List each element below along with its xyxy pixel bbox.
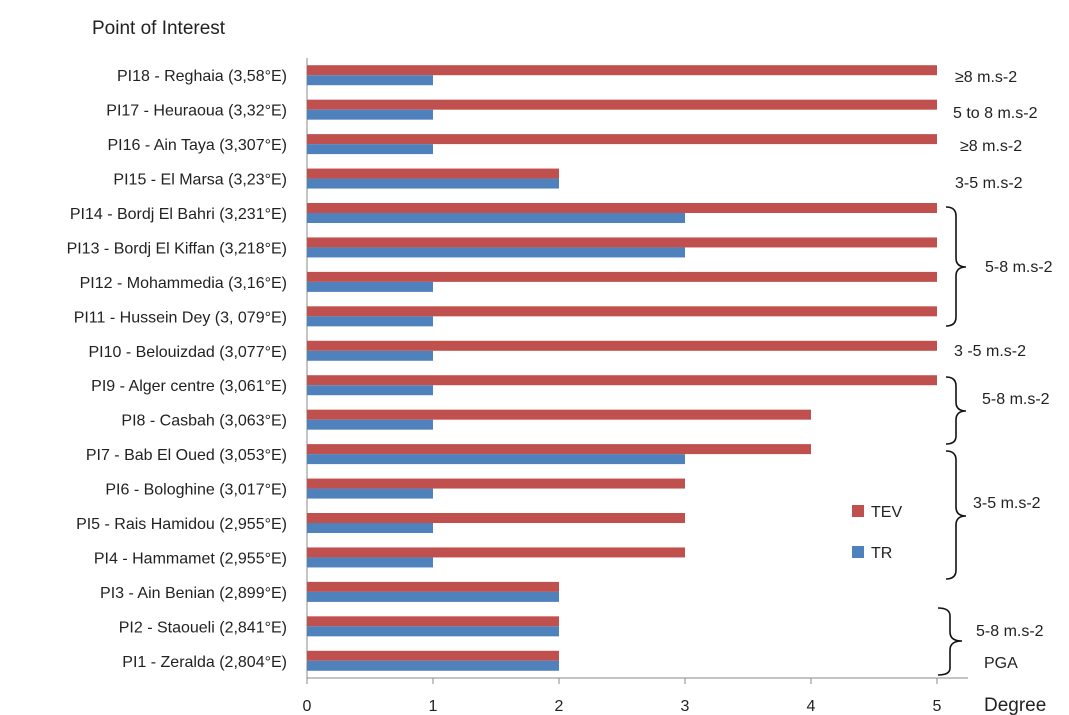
category-label: PI2 - Staoueli (2,841°E)	[119, 619, 287, 636]
category-label: PI15 - El Marsa (3,23°E)	[113, 172, 287, 189]
x-tick-label: 4	[807, 698, 816, 715]
bar-tev	[307, 340, 937, 351]
bar-tr	[307, 247, 685, 258]
legend-label-tev: TEV	[871, 504, 902, 521]
bar-tr	[307, 75, 433, 86]
bar-tr	[307, 523, 433, 533]
x-ticks: 0 1 2 3 4 5	[303, 678, 942, 715]
bar-tev	[307, 581, 559, 592]
bar-tev	[307, 409, 811, 420]
brace-pi8-9	[945, 376, 967, 445]
annotation-pi17: 5 to 8 m.s-2	[953, 105, 1038, 122]
annotation-pi1-3: 5-8 m.s-2	[976, 623, 1044, 640]
x-tick-label: 5	[933, 698, 942, 715]
bar-tev	[307, 168, 559, 179]
category-label: PI6 - Bologhine (3,017°E)	[105, 482, 287, 499]
bar-tev	[307, 650, 559, 661]
bar-tev	[307, 478, 685, 489]
bar-tev	[307, 203, 937, 213]
annotation-pi16: ≥8 m.s-2	[960, 138, 1022, 155]
bar-tr	[307, 660, 559, 671]
x-tick-label: 0	[303, 698, 312, 715]
category-label: PI11 - Hussein Dey (3, 079°E)	[74, 309, 287, 326]
bar-tr	[307, 385, 433, 396]
annotation-pi15: 3-5 m.s-2	[955, 175, 1023, 192]
category-label: PI17 - Heuraoua (3,32°E)	[106, 103, 287, 120]
bar-tev	[307, 306, 937, 317]
legend: TEV TR	[852, 504, 902, 562]
bar-tev	[307, 375, 937, 386]
x-tick-label: 3	[681, 698, 690, 715]
legend-swatch-tev	[852, 505, 864, 517]
bar-tev	[307, 547, 685, 558]
annotations: ≥8 m.s-2 5 to 8 m.s-2 ≥8 m.s-2 3-5 m.s-2…	[953, 69, 1053, 672]
bar-tr	[307, 454, 685, 465]
category-label: PI9 - Alger centre (3,061°E)	[91, 378, 287, 395]
bar-tev	[307, 99, 937, 110]
annotation-pi11-14: 5-8 m.s-2	[985, 259, 1053, 276]
bar-tev	[307, 134, 937, 145]
x-tick-label: 2	[555, 698, 564, 715]
annotation-pi4-7: 3-5 m.s-2	[973, 495, 1041, 512]
bar-tr	[307, 350, 433, 361]
bar-tr	[307, 213, 685, 223]
bar-tr	[307, 488, 433, 499]
bar-tev	[307, 444, 811, 455]
bar-tev	[307, 513, 685, 523]
brace-pi4-7	[945, 450, 967, 580]
bars	[307, 65, 937, 671]
category-label: PI8 - Casbah (3,063°E)	[121, 413, 287, 430]
category-label: PI16 - Ain Taya (3,307°E)	[107, 137, 287, 154]
category-label: PI4 - Hammamet (2,955°E)	[94, 550, 287, 567]
bar-tr	[307, 178, 559, 189]
category-label: PI7 - Bab El Oued (3,053°E)	[86, 447, 287, 464]
x-axis-title: Degree	[984, 695, 1046, 715]
x-tick-label: 1	[429, 698, 438, 715]
bar-tev	[307, 271, 937, 282]
category-label: PI13 - Bordj El Kiffan (3,218°E)	[67, 240, 287, 257]
annotation-pi10: 3 -5 m.s-2	[954, 343, 1026, 360]
category-label: PI5 - Rais Hamidou (2,955°E)	[76, 516, 287, 533]
legend-label-tr: TR	[871, 545, 892, 562]
category-label: PI14 - Bordj El Bahri (3,231°E)	[70, 206, 287, 223]
brace-pi11-14	[945, 206, 967, 327]
category-label: PI18 - Reghaia (3,58°E)	[117, 68, 287, 85]
annotation-pi18: ≥8 m.s-2	[955, 69, 1017, 86]
brace-pi1-3	[937, 607, 963, 676]
legend-swatch-tr	[852, 546, 864, 558]
bar-tr	[307, 316, 433, 327]
bar-tr	[307, 144, 433, 155]
category-label: PI3 - Ain Benian (2,899°E)	[100, 585, 287, 602]
category-labels: PI1 - Zeralda (2,804°E) PI2 - Staoueli (2…	[67, 68, 287, 671]
bar-tev	[307, 616, 559, 627]
category-label: PI1 - Zeralda (2,804°E)	[122, 654, 287, 671]
bar-tr	[307, 557, 433, 568]
bar-tr	[307, 281, 433, 292]
bar-tr	[307, 419, 433, 430]
bar-tev	[307, 237, 937, 248]
annotation-pi8-9: 5-8 m.s-2	[982, 391, 1050, 408]
bar-tr	[307, 109, 433, 120]
annotation-pga: PGA	[984, 655, 1018, 672]
category-label: PI10 - Belouizdad (3,077°E)	[88, 344, 287, 361]
bar-tr	[307, 591, 559, 602]
bar-tev	[307, 65, 937, 76]
category-label: PI12 - Mohammedia (3,16°E)	[80, 275, 287, 292]
bar-tr	[307, 626, 559, 637]
chart-title: Point of Interest	[92, 18, 226, 39]
